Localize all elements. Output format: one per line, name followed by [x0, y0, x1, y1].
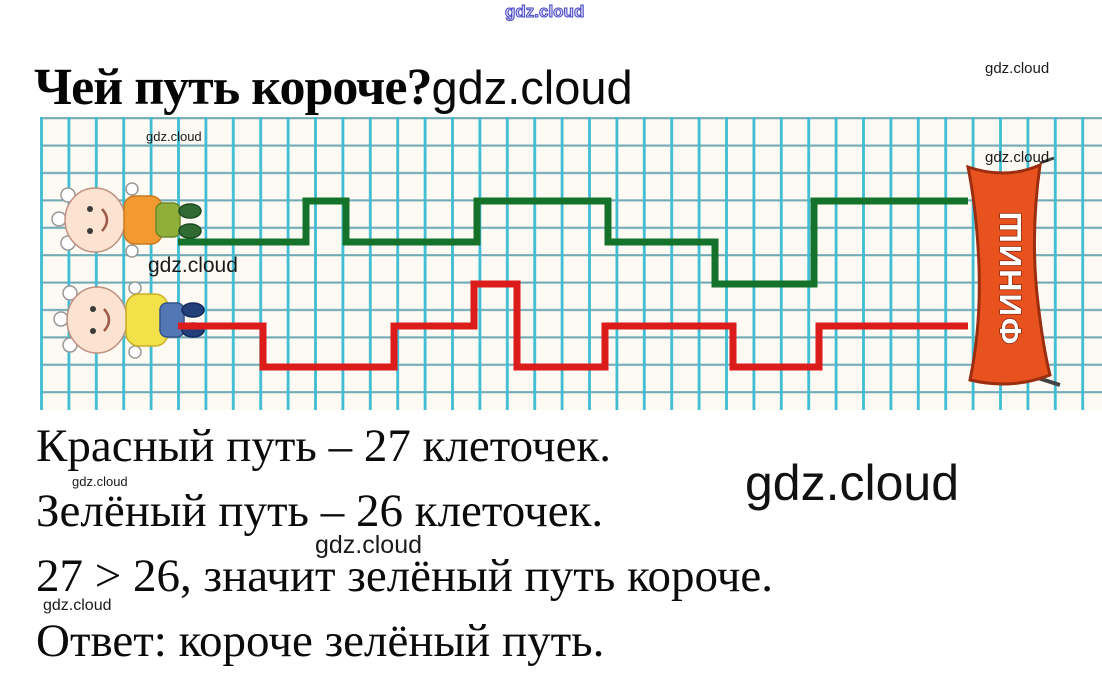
paths-figure: ФИНИШ [40, 117, 1102, 410]
page-title-text: Чей путь короче? [34, 59, 432, 116]
watermark-above-line2: gdz.cloud [72, 474, 128, 489]
kid-green-head [64, 187, 126, 253]
solution-line-red-count: Красный путь – 27 клеточек. [36, 420, 612, 472]
finish-banner: ФИНИШ [966, 156, 1061, 387]
green-path [178, 197, 968, 288]
kid-red-head [66, 286, 128, 354]
watermark-big: gdz.cloud [745, 455, 960, 511]
watermark-mid-center: gdz.cloud [315, 531, 423, 559]
watermark-grid-left-mid: gdz.cloud [148, 254, 238, 277]
kid-red-pants [159, 302, 185, 338]
kid-figure-red [53, 281, 205, 359]
finish-banner-label: ФИНИШ [993, 210, 1028, 345]
page-title-watermark: gdz.cloud [431, 61, 633, 114]
graph-paper [40, 117, 1102, 410]
watermark-top-right: gdz.cloud [985, 60, 1050, 77]
watermark-grid-right: gdz.cloud [985, 149, 1050, 166]
finish-banner-ribbon [966, 162, 1052, 386]
watermark-above-line4: gdz.cloud [43, 597, 112, 614]
kid-green-pants [155, 202, 181, 238]
watermark-top-center: gdz.cloud [504, 2, 585, 21]
kid-figure-green [51, 182, 202, 258]
solution-line-answer: Ответ: короче зелёный путь. [36, 615, 605, 667]
page-title: Чей путь короче?gdz.cloud [34, 58, 633, 117]
solution-line-green-count: Зелёный путь – 26 клеточек. [36, 485, 604, 537]
red-path [178, 280, 968, 371]
watermark-grid-left-top: gdz.cloud [146, 129, 202, 144]
solution-line-comparison: 27 > 26, значит зелёный путь короче. [36, 550, 774, 602]
